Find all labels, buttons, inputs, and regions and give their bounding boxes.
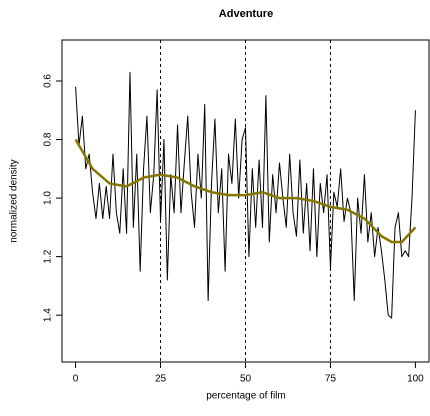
x-tick-label: 50	[240, 374, 252, 385]
x-tick-label: 100	[407, 374, 424, 385]
x-tick-label: 25	[155, 374, 167, 385]
x-tick-label: 0	[73, 374, 79, 385]
x-axis-label: percentage of film	[206, 391, 286, 402]
y-tick-label: 0.6	[43, 74, 54, 88]
y-tick-label: 0.8	[43, 132, 54, 146]
y-tick-label: 1.2	[43, 249, 54, 263]
y-tick-label: 1.4	[43, 308, 54, 322]
x-tick-label: 75	[325, 374, 337, 385]
y-axis-label: normalized density	[9, 159, 20, 242]
y-tick-label: 1.0	[43, 191, 54, 205]
smooth-line	[74, 138, 417, 244]
chart-title: Adventure	[219, 8, 273, 20]
data-line	[75, 71, 416, 319]
